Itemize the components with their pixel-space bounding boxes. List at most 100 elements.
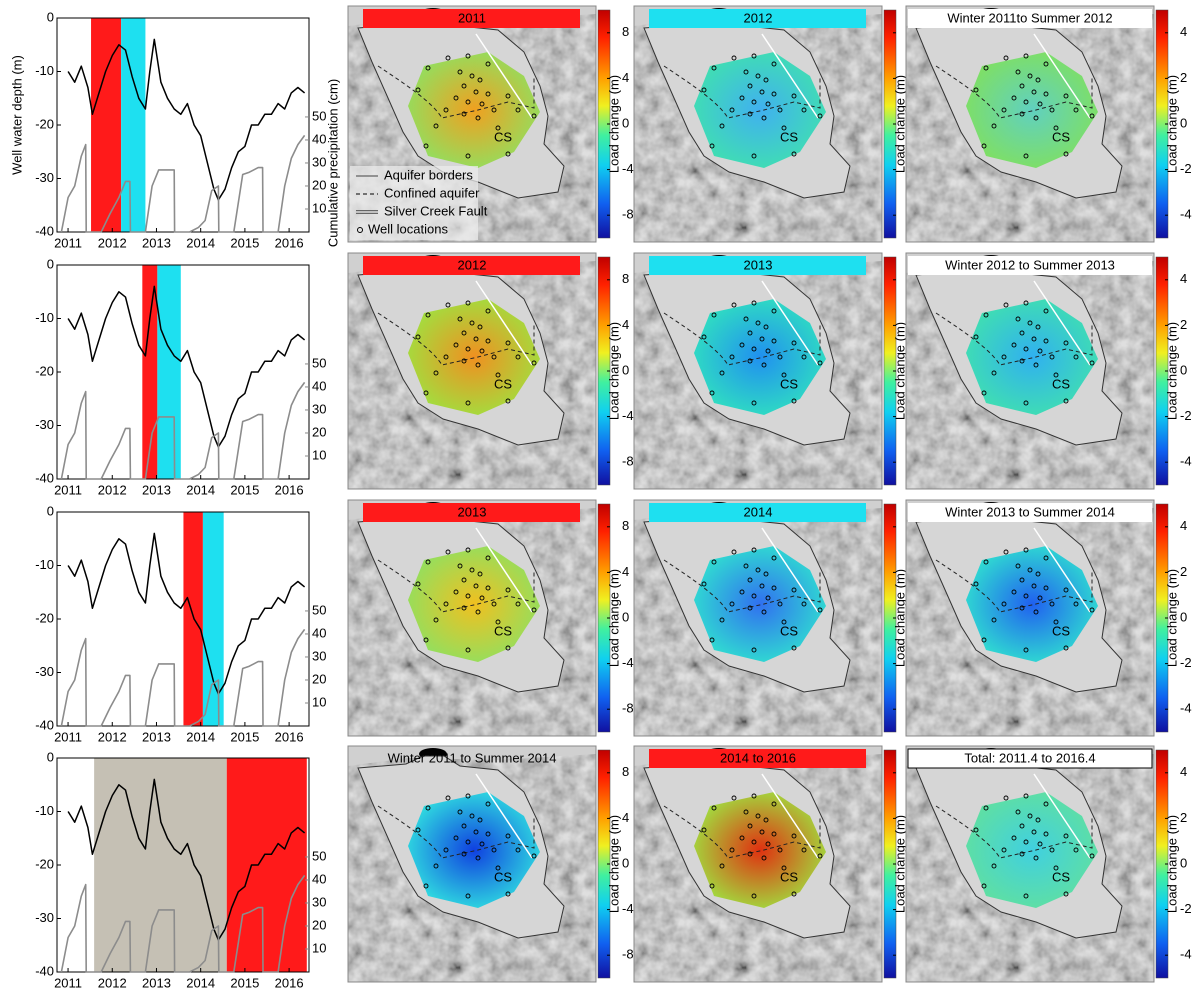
- y-tick-label: -30: [35, 664, 54, 679]
- y2-tick-label: 40: [312, 625, 326, 640]
- site-label: CS: [1052, 376, 1070, 391]
- y-tick-label: -30: [35, 910, 54, 925]
- colorbar-tick-label: 0: [1180, 609, 1187, 624]
- map-panel: CS Total: 2011.4 to 2016.4 4 2 0 -2 -4 Load cha…: [905, 745, 1192, 983]
- colorbar-tick-label: -8: [622, 207, 634, 222]
- well: [469, 813, 475, 819]
- legend-label: Well locations: [368, 221, 448, 236]
- series-line: [67, 285, 306, 448]
- colorbar-tick-label: 8: [622, 24, 629, 39]
- well: [465, 793, 471, 799]
- map: CS: [348, 253, 596, 489]
- x-tick-label: 2016: [275, 729, 304, 744]
- title-box: [363, 503, 580, 522]
- colorbar-tick-label: -2: [1180, 161, 1192, 176]
- map-panel: CS Winter 2011to Summer 2012 4 2 0 -2 -4 Load c…: [905, 5, 1192, 243]
- well: [433, 123, 439, 129]
- map-panel: CS 2012 8 4 0 -4 -8 Load change (m): [347, 252, 634, 490]
- well: [1019, 823, 1025, 829]
- y2-tick-label: 30: [312, 648, 326, 663]
- well: [771, 308, 777, 314]
- colorbar-tick-label: 4: [622, 564, 629, 579]
- site-label: CS: [494, 623, 512, 638]
- well: [711, 805, 717, 811]
- well: [465, 839, 471, 845]
- well: [701, 581, 707, 587]
- well: [1049, 107, 1055, 113]
- y-tick-label: 0: [47, 256, 54, 271]
- well: [991, 123, 997, 129]
- x-tick-label: 2013: [142, 235, 171, 250]
- y2-tick-label: 10: [312, 200, 326, 215]
- x-tick-label: 2012: [98, 235, 127, 250]
- map-frame: [347, 5, 597, 243]
- well: [991, 617, 997, 623]
- map-frame: [905, 5, 1155, 243]
- well: [711, 312, 717, 318]
- well: [751, 346, 757, 352]
- well: [1033, 115, 1039, 121]
- well: [751, 593, 757, 599]
- confined-aquifer: [377, 312, 535, 366]
- fault: [1033, 527, 1091, 613]
- x-tick-label: 2011: [54, 482, 82, 497]
- well: [751, 153, 757, 159]
- well: [495, 619, 501, 625]
- title-box: [908, 9, 1152, 28]
- well: [433, 617, 439, 623]
- colorbar-tick-label: 0: [622, 115, 629, 130]
- colorbar-tick-label: 0: [622, 609, 629, 624]
- plot-frame: [56, 264, 310, 480]
- well: [791, 833, 797, 839]
- map: CS: [906, 253, 1154, 489]
- colorbar-tick-label: 8: [622, 271, 629, 286]
- colorbar-tick-label: -2: [1180, 655, 1192, 670]
- x-tick-label: 2014: [186, 482, 215, 497]
- well: [1031, 583, 1037, 589]
- colorbar-title: Load change (m): [606, 815, 621, 913]
- well: [743, 316, 749, 322]
- y-tick-label: -20: [35, 116, 54, 131]
- well: [791, 93, 797, 99]
- x-tick-label: 2014: [186, 729, 215, 744]
- well: [817, 853, 823, 859]
- well: [759, 336, 765, 342]
- well: [1049, 847, 1055, 853]
- y2-tick-label: 20: [312, 917, 326, 932]
- colorbar-tick-label: 4: [1180, 271, 1187, 286]
- site-label: CS: [1052, 129, 1070, 144]
- map-frame: [905, 745, 1155, 983]
- well: [755, 813, 761, 819]
- well: [485, 585, 491, 591]
- map-frame: [633, 499, 883, 737]
- colorbar-tick-label: 4: [622, 810, 629, 825]
- well: [1003, 55, 1009, 61]
- well: [731, 55, 737, 61]
- well: [457, 316, 463, 322]
- map-panel: CS Winter 2011 to Summer 2014 8 4 0 -4 -8 Load …: [347, 745, 634, 983]
- well: [445, 795, 451, 801]
- well: [1023, 153, 1029, 159]
- y-tick-label: -10: [35, 63, 54, 78]
- well: [983, 312, 989, 318]
- well: [1053, 865, 1059, 871]
- well: [1089, 360, 1095, 366]
- well: [479, 101, 485, 107]
- well: [531, 607, 537, 613]
- well: [465, 893, 471, 899]
- well: [1089, 607, 1095, 613]
- x-tick-label: 2013: [142, 975, 171, 990]
- colorbar-title: Load change (m): [1164, 569, 1179, 667]
- x-tick-label: 2015: [230, 729, 259, 744]
- well: [461, 358, 467, 364]
- well: [1035, 817, 1041, 823]
- series-line: [60, 134, 306, 233]
- x-tick-label: 2013: [142, 729, 171, 744]
- well: [729, 847, 735, 853]
- fault: [1033, 773, 1091, 859]
- well: [473, 336, 479, 342]
- confined-aquifer: [663, 559, 821, 613]
- well: [1019, 83, 1025, 89]
- colorbar-tick-label: -8: [622, 947, 634, 962]
- well: [1035, 77, 1041, 83]
